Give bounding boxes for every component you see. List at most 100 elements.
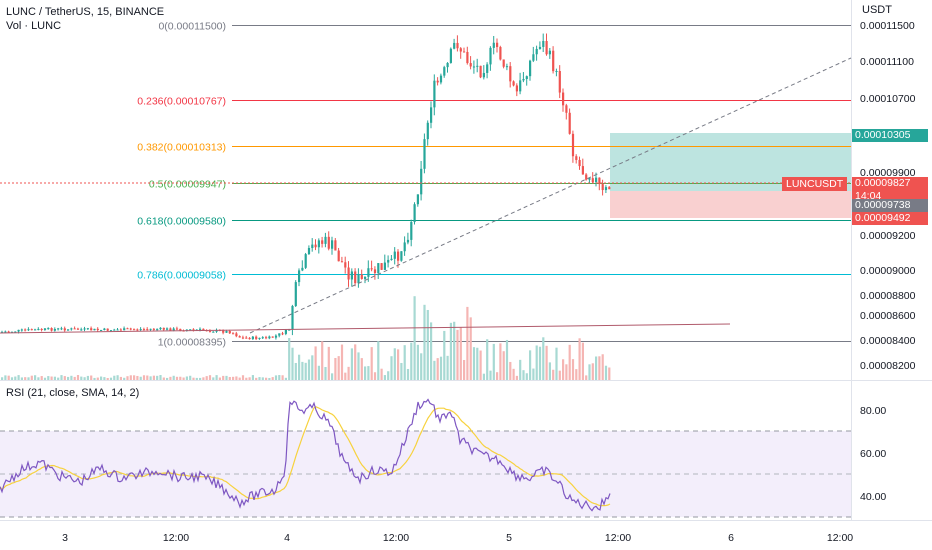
candle-body bbox=[321, 240, 324, 244]
volume-label[interactable]: Vol · LUNC bbox=[6, 20, 62, 32]
volume-bar bbox=[387, 371, 390, 380]
volume-bar bbox=[50, 376, 53, 380]
candle-body bbox=[403, 242, 406, 252]
candle-body bbox=[410, 221, 413, 240]
volume-bar bbox=[317, 365, 320, 380]
candle-body bbox=[529, 60, 532, 77]
volume-bar bbox=[509, 361, 512, 380]
volume-bar bbox=[43, 377, 47, 380]
volume-bar bbox=[364, 366, 367, 380]
volume-bar bbox=[390, 356, 393, 380]
volume-bar bbox=[443, 330, 446, 380]
candle-body bbox=[515, 85, 518, 92]
volume-bar bbox=[133, 375, 136, 380]
chart-title[interactable]: LUNC / TetherUS, 15, BINANCE bbox=[6, 6, 165, 18]
candle-body bbox=[463, 51, 466, 53]
candle-body bbox=[604, 187, 608, 191]
candle-body bbox=[472, 66, 476, 68]
axes: 0.00011500 0.00011100 0.00010700 0.00009900… bbox=[62, 20, 916, 544]
volume-bar bbox=[47, 376, 50, 380]
candle-body bbox=[90, 328, 93, 331]
candle-body bbox=[370, 268, 373, 270]
loss-zone[interactable] bbox=[610, 191, 851, 218]
dashed-trend-line[interactable] bbox=[249, 57, 852, 334]
volume-bar bbox=[235, 376, 238, 380]
time-tick-label: 12:00 bbox=[163, 532, 189, 544]
candle-body bbox=[172, 328, 175, 331]
candle-body bbox=[199, 328, 202, 330]
volume-bar bbox=[80, 376, 83, 380]
candle-body bbox=[265, 337, 268, 339]
volume-bar bbox=[222, 375, 225, 380]
candle-body bbox=[96, 328, 99, 331]
candle-body bbox=[552, 50, 555, 72]
candle-body bbox=[37, 328, 40, 330]
candle-body bbox=[601, 184, 604, 191]
volume-bar bbox=[453, 321, 456, 380]
volume-bar bbox=[27, 377, 30, 380]
volume-bar bbox=[40, 376, 43, 380]
candle-body bbox=[241, 337, 245, 339]
candle-body bbox=[245, 337, 248, 339]
volume-bar bbox=[30, 375, 33, 380]
price-tick-label: 0.00009200 bbox=[860, 230, 916, 242]
volume-bar bbox=[149, 376, 152, 380]
candle-body bbox=[119, 329, 122, 331]
candle-body bbox=[20, 329, 23, 331]
volume-bar bbox=[482, 373, 485, 380]
volume-bar bbox=[53, 376, 56, 380]
candle-body bbox=[393, 251, 396, 259]
volume-bar bbox=[439, 356, 443, 380]
volume-bar bbox=[245, 377, 248, 380]
candle-body bbox=[525, 76, 528, 80]
volume-bar bbox=[60, 375, 63, 380]
horizontal-trend-line[interactable] bbox=[0, 323, 731, 334]
time-tick-label: 12:00 bbox=[827, 532, 853, 544]
volume-bar bbox=[113, 375, 116, 380]
candle-body bbox=[179, 328, 182, 331]
volume-bar bbox=[423, 304, 426, 380]
time-tick-label: 12:00 bbox=[605, 532, 631, 544]
fib-level-label: 0.382(0.00010313) bbox=[137, 142, 226, 154]
volume-bar bbox=[489, 370, 492, 380]
candle-body bbox=[123, 328, 126, 331]
volume-bar bbox=[298, 354, 301, 380]
fib-level-label: 0.236(0.00010767) bbox=[137, 96, 226, 108]
volume-bar bbox=[367, 366, 370, 380]
candle-body bbox=[575, 156, 578, 160]
fibonacci-retracement[interactable]: 0(0.00011500) 0.236(0.00010767) 0.382(0.00… bbox=[137, 21, 851, 349]
volume-bar bbox=[83, 377, 86, 380]
volume-bar bbox=[575, 369, 578, 380]
candle-body bbox=[60, 328, 63, 330]
volume-bar bbox=[571, 359, 575, 380]
candle-body bbox=[57, 328, 60, 330]
volume-bar bbox=[400, 362, 403, 380]
rsi-label[interactable]: RSI (21, close, SMA, 14, 2) bbox=[6, 387, 140, 399]
candle-body bbox=[189, 329, 192, 331]
price-tick-label: 0.00009000 bbox=[860, 265, 916, 277]
candle-body bbox=[433, 80, 436, 108]
candle-body bbox=[268, 336, 271, 339]
volume-bar bbox=[469, 317, 472, 380]
volume-bar bbox=[307, 359, 311, 380]
candle-body bbox=[430, 107, 433, 123]
volume-bar bbox=[70, 375, 73, 380]
candle-body bbox=[354, 271, 357, 284]
candle-body bbox=[304, 254, 307, 268]
volume-bar bbox=[205, 376, 208, 380]
volume-bar bbox=[195, 377, 198, 380]
candle-body bbox=[222, 330, 225, 333]
candle-body bbox=[555, 71, 558, 73]
volume-bar bbox=[248, 377, 251, 380]
candle-body bbox=[238, 336, 241, 338]
entry-price-tag: 0.00009738 bbox=[852, 199, 928, 212]
volume-bar bbox=[598, 356, 601, 380]
volume-bar bbox=[271, 377, 274, 380]
volume-bar bbox=[565, 364, 568, 380]
volume-bar bbox=[179, 376, 182, 380]
volume-bar bbox=[57, 377, 60, 380]
candle-body bbox=[50, 328, 53, 331]
candle-body bbox=[146, 329, 149, 331]
volume-bar bbox=[380, 368, 383, 380]
